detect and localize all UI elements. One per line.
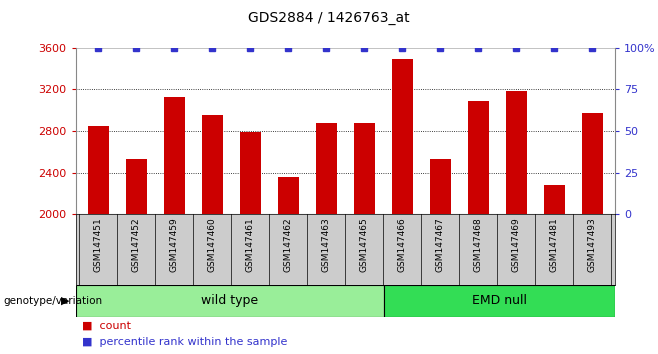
Bar bbox=[468, 101, 489, 214]
Bar bbox=[354, 123, 375, 214]
Text: ■  percentile rank within the sample: ■ percentile rank within the sample bbox=[82, 337, 288, 347]
Bar bbox=[126, 159, 147, 214]
Bar bbox=[430, 159, 451, 214]
Text: GSM147459: GSM147459 bbox=[170, 217, 179, 272]
Bar bbox=[278, 177, 299, 214]
Bar bbox=[582, 113, 603, 214]
Text: GSM147466: GSM147466 bbox=[398, 217, 407, 272]
Text: EMD null: EMD null bbox=[472, 295, 527, 307]
Bar bbox=[76, 285, 384, 317]
Bar bbox=[202, 115, 223, 214]
Text: GSM147463: GSM147463 bbox=[322, 217, 331, 272]
Text: GSM147461: GSM147461 bbox=[246, 217, 255, 272]
Text: GSM147462: GSM147462 bbox=[284, 217, 293, 272]
Bar bbox=[164, 97, 185, 214]
Bar bbox=[316, 123, 337, 214]
Bar bbox=[506, 91, 527, 214]
Text: ▶: ▶ bbox=[61, 296, 69, 306]
Bar bbox=[240, 132, 261, 214]
Text: GDS2884 / 1426763_at: GDS2884 / 1426763_at bbox=[248, 11, 410, 25]
Bar bbox=[544, 184, 565, 214]
Text: GSM147493: GSM147493 bbox=[588, 217, 597, 272]
Text: genotype/variation: genotype/variation bbox=[3, 296, 103, 306]
Text: GSM147452: GSM147452 bbox=[132, 217, 141, 272]
Text: GSM147465: GSM147465 bbox=[360, 217, 369, 272]
Text: GSM147481: GSM147481 bbox=[550, 217, 559, 272]
Text: wild type: wild type bbox=[201, 295, 259, 307]
Bar bbox=[384, 285, 615, 317]
Text: ■  count: ■ count bbox=[82, 321, 131, 331]
Text: GSM147469: GSM147469 bbox=[512, 217, 521, 272]
Bar bbox=[88, 126, 109, 214]
Text: GSM147467: GSM147467 bbox=[436, 217, 445, 272]
Text: GSM147460: GSM147460 bbox=[208, 217, 217, 272]
Bar bbox=[392, 59, 413, 214]
Text: GSM147468: GSM147468 bbox=[474, 217, 483, 272]
Text: GSM147451: GSM147451 bbox=[94, 217, 103, 272]
